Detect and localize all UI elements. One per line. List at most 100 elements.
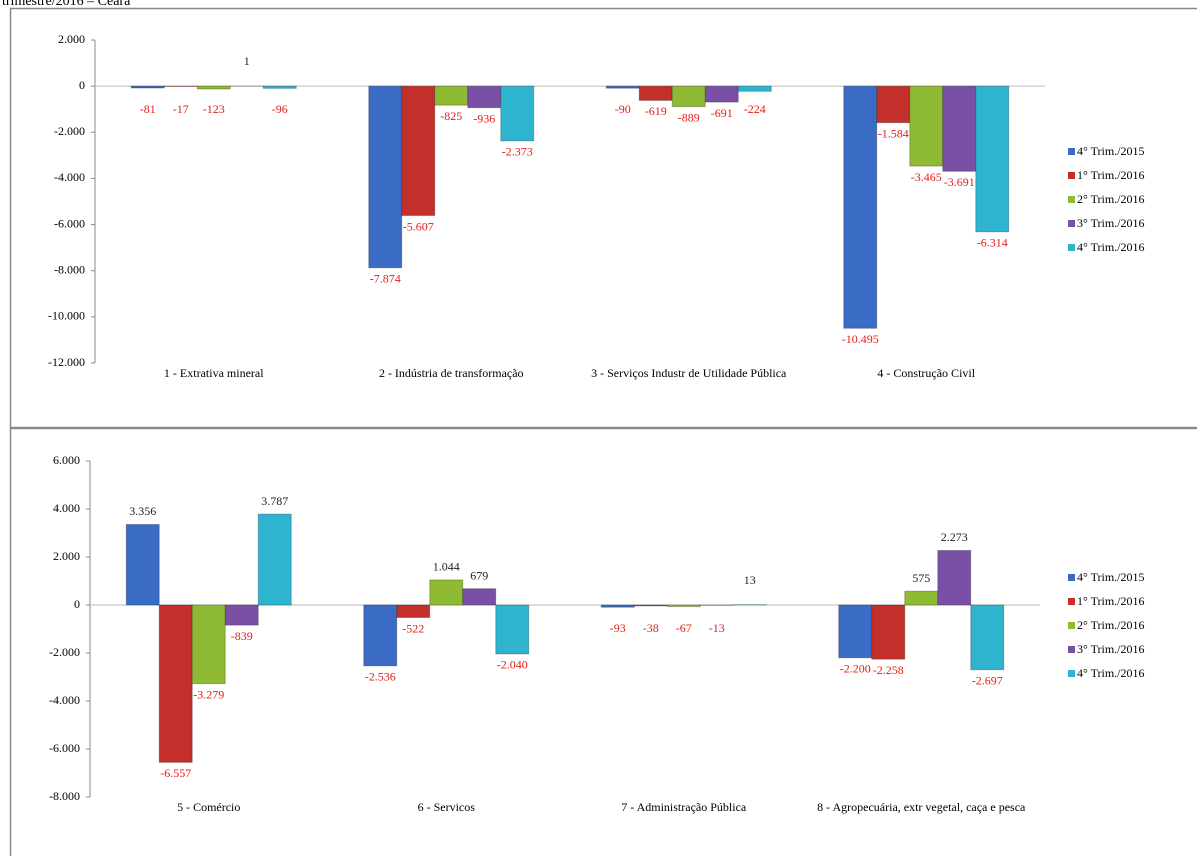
panel-frame [9,7,1197,429]
data-label: -839 [231,629,253,643]
legend-swatch [1068,196,1075,203]
bar [666,604,701,608]
data-label: -7.874 [370,272,401,286]
data-label: -224 [744,102,766,116]
data-label: -3.279 [193,687,224,701]
y-tick-label: -4.000 [54,170,85,184]
bar [871,604,906,660]
y-tick-label: -2.000 [54,124,85,138]
legend-swatch [1068,598,1075,605]
data-label: -2.697 [972,673,1003,687]
x-tick-label: 5 - Comércio [177,801,241,814]
x-tick-label: 2 - Indústria de transformação [378,367,524,380]
bar [975,85,1010,233]
bar [257,513,292,606]
x-tick-label: 3 - Serviços Industr de Utilidade Públic… [591,367,787,380]
legend-swatch [1068,148,1075,155]
x-tick-label-box: 1 - Extrativa mineral [163,367,264,380]
bar [876,85,911,124]
x-tick-label-box: 8 - Agropecuária, extr vegetal, caça e p… [817,801,1026,814]
bar [942,85,977,172]
x-tick-label: 6 - Servicos [417,801,475,814]
y-tick-label: 0 [79,78,85,92]
data-label: -2.258 [873,663,904,677]
y-tick-label: -8.000 [49,789,80,803]
bar [638,85,673,101]
y-tick-label: -2.000 [49,645,80,659]
data-label: -3.691 [944,175,975,189]
legend-swatch [1068,244,1075,251]
legend-swatch [1068,646,1075,653]
y-tick-label: -4.000 [49,693,80,707]
bar [937,549,972,606]
y-tick-label: 6.000 [53,453,80,467]
bar [429,579,464,606]
data-label: -38 [643,621,659,635]
data-label: -6.314 [977,236,1008,250]
data-label: -67 [676,621,692,635]
data-label: -6.557 [160,766,191,780]
data-label: -2.373 [502,145,533,159]
data-label: -81 [140,102,156,116]
legend-swatch [1068,220,1075,227]
data-label: -889 [678,110,700,124]
bar [363,604,398,667]
bar [600,604,635,608]
bar [495,604,530,655]
legend-label: 4° Trim./2016 [1077,666,1145,680]
bar [737,85,772,92]
data-label: -825 [440,109,462,123]
legend-label: 3° Trim./2016 [1077,642,1145,656]
data-label: 3.356 [129,504,156,518]
bar [191,604,226,685]
data-label: 2.273 [941,530,968,544]
legend-swatch [1068,670,1075,677]
x-tick-label-box: 4 - Construção Civil [877,367,975,380]
y-tick-label: 2.000 [53,549,80,563]
legend-label: 3° Trim./2016 [1077,216,1145,230]
data-label: 1 [244,54,250,68]
x-tick-label-box: 3 - Serviços Industr de Utilidade Públic… [591,367,787,380]
y-tick-label: 4.000 [53,501,80,515]
panel-frame [9,427,1197,856]
y-tick-label: -8.000 [54,262,85,276]
data-label: -2.040 [497,658,528,672]
data-label: -936 [473,111,495,125]
bar [224,604,259,626]
data-label: 679 [470,568,488,582]
y-tick-label: -6.000 [54,216,85,230]
legend-swatch [1068,574,1075,581]
bar [396,604,431,619]
data-label: -619 [645,104,667,118]
legend-label: 1° Trim./2016 [1077,168,1145,182]
y-tick-label: -12.000 [48,355,85,369]
x-tick-label-box: 6 - Servicos [417,801,475,814]
data-label: -522 [402,621,424,635]
data-label: -1.584 [878,126,909,140]
data-label: -691 [711,106,733,120]
bar [158,604,193,763]
data-label: -2.200 [840,662,871,676]
legend-label: 2° Trim./2016 [1077,618,1145,632]
y-tick-label: -10.000 [48,309,85,323]
legend-label: 4° Trim./2016 [1077,240,1145,254]
data-label: -5.607 [403,219,434,233]
x-tick-label-box: 5 - Comércio [177,801,241,814]
x-tick-label: 1 - Extrativa mineral [163,367,264,380]
bar [262,85,297,89]
legend-label: 4° Trim./2015 [1077,144,1145,158]
bar [196,85,231,90]
bar [434,85,469,106]
data-label: -3.465 [911,170,942,184]
data-label: -10.495 [842,332,879,346]
bar [704,85,739,103]
data-label: -96 [272,102,288,116]
x-tick-label: 8 - Agropecuária, extr vegetal, caça e p… [817,801,1026,814]
x-tick-label: 7 - Administração Pública [621,801,747,814]
bar [838,604,873,659]
legend-swatch [1068,172,1075,179]
legend-swatch [1068,622,1075,629]
legend-label: 1° Trim./2016 [1077,594,1145,608]
data-label: -13 [709,621,725,635]
bar [462,588,497,606]
